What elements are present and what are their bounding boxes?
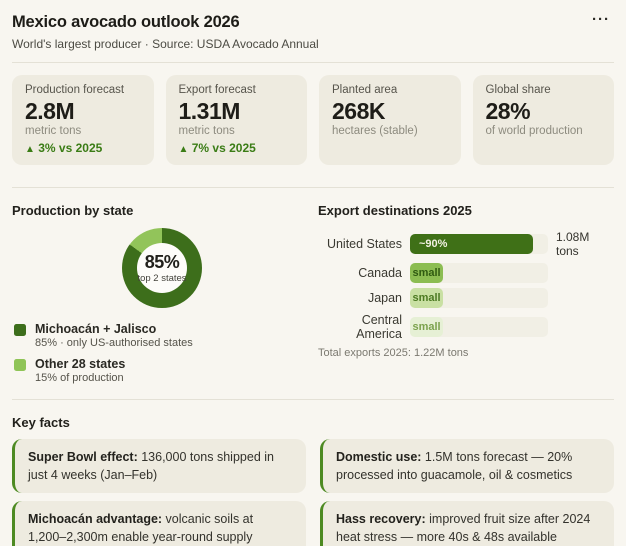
stat-value: 2.8M [25,98,75,124]
stat-card-global-share: Global share 28% of world production [472,75,614,165]
fact-lead: Super Bowl effect: [28,450,138,464]
export-row-central-america: Central America small [318,313,614,341]
production-by-state-panel: Production by state 85% top 2 states Mic… [12,203,312,385]
export-bar-track: small [410,288,548,308]
export-bar-chart: United States ~90% 1.08M tons Canada sma… [318,230,614,341]
page-title: Mexico avocado outlook 2026 [12,13,240,31]
stat-delta-text: 3% vs 2025 [38,141,103,155]
stat-unit: hectares (stable) [332,125,418,137]
stat-label: Global share [485,84,551,96]
stat-cards: Production forecast 2.8M metric tons ▲ 3… [0,63,626,165]
donut-center-value: 85% [144,252,180,272]
donut-legend: Michoacán + Jalisco 85% · only US-author… [12,322,312,385]
export-bar-fill: ~90% [410,234,533,254]
main-section: Production by state 85% top 2 states Mic… [0,188,626,385]
fact-card-hass-recovery: Hass recovery: improved fruit size after… [320,501,614,546]
stat-label: Planted area [332,84,398,96]
export-bar-track: small [410,263,548,283]
divider [12,62,614,63]
stat-value: 28% [485,98,531,124]
production-heading: Production by state [12,203,134,218]
export-row-united-states: United States ~90% 1.08M tons [318,230,614,258]
stat-delta-text: 7% vs 2025 [191,141,256,155]
stat-delta: ▲ 7% vs 2025 [179,141,295,157]
key-facts-grid: Super Bowl effect: 136,000 tons shipped … [12,439,614,546]
divider [12,399,614,400]
fact-card-super-bowl: Super Bowl effect: 136,000 tons shipped … [12,439,306,494]
donut-center-label: top 2 states [137,273,187,284]
triangle-up-icon: ▲ [178,144,189,155]
export-bar-fill: small [410,288,444,308]
stat-card-production: Production forecast 2.8M metric tons ▲ 3… [12,75,154,165]
donut-chart: 85% top 2 states [122,228,202,308]
export-bar-fill: small [410,317,444,337]
fact-lead: Hass recovery: [336,512,426,527]
donut-hole: 85% top 2 states [137,243,187,293]
legend-swatch-light-green [14,359,26,371]
ellipsis-menu-icon[interactable]: ··· [592,11,610,28]
fact-text: 136,000 tons shipped in just 4 weeks (Ja… [28,450,274,483]
divider [12,187,614,188]
export-total: Total exports 2025: 1.22M tons [318,347,469,359]
legend-sublabel: 15% of production [35,372,124,384]
export-bar-fill: small [410,263,444,283]
fact-lead: Michoacán advantage: [28,512,163,527]
fact-card-michoacan-advantage: Michoacán advantage: volcanic soils at 1… [12,501,306,546]
legend-item: Other 28 states 15% of production [12,357,312,385]
fact-text: 1.5M tons forecast — 20% processed into … [336,450,573,483]
stat-unit: metric tons [25,125,82,137]
key-facts-heading: Key facts [12,415,70,430]
stat-value: 268K [332,98,385,124]
legend-sublabel: 85% · only US-authorised states [35,337,193,349]
export-heading: Export destinations 2025 [318,203,472,218]
stat-label: Export forecast [178,84,256,96]
triangle-up-icon: ▲ [25,144,35,155]
export-row-label: Canada [358,266,402,280]
export-destinations-panel: Export destinations 2025 United States ~… [312,203,614,385]
legend-item: Michoacán + Jalisco 85% · only US-author… [12,322,312,350]
legend-label: Michoacán + Jalisco [35,322,157,336]
export-row-label: Central America [356,313,402,341]
stat-card-export: Export forecast 1.31M metric tons ▲ 7% v… [165,75,307,165]
stat-unit: of world production [485,125,583,137]
stat-card-planted-area: Planted area 268K hectares (stable) [319,75,461,165]
export-bar-track: small [410,317,548,337]
stat-unit: metric tons [178,125,235,137]
export-row-label: United States [326,237,402,251]
export-row-label: Japan [367,291,402,305]
legend-swatch-dark-green [14,324,26,336]
export-bar-track: ~90% [410,234,548,254]
export-row-canada: Canada small [318,263,614,283]
header: Mexico avocado outlook 2026 World's larg… [0,0,626,62]
key-facts-section: Key facts Super Bowl effect: 136,000 ton… [0,400,626,546]
stat-delta: ▲ 3% vs 2025 [25,141,141,157]
page-subtitle: World's largest producer · Source: USDA … [12,37,319,51]
legend-label: Other 28 states [35,357,126,371]
stat-label: Production forecast [25,84,125,96]
fact-lead: Domestic use: [336,450,422,464]
header-text: Mexico avocado outlook 2026 World's larg… [12,13,319,51]
fact-card-domestic-use: Domestic use: 1.5M tons forecast — 20% p… [320,439,614,494]
fact-text: improved fruit size after 2024 heat stre… [336,512,591,545]
stat-value: 1.31M [178,98,241,124]
export-row-japan: Japan small [318,288,614,308]
export-row-value: 1.08M tons [556,230,590,258]
fact-text: volcanic soils at 1,200–2,300m enable ye… [28,512,254,545]
